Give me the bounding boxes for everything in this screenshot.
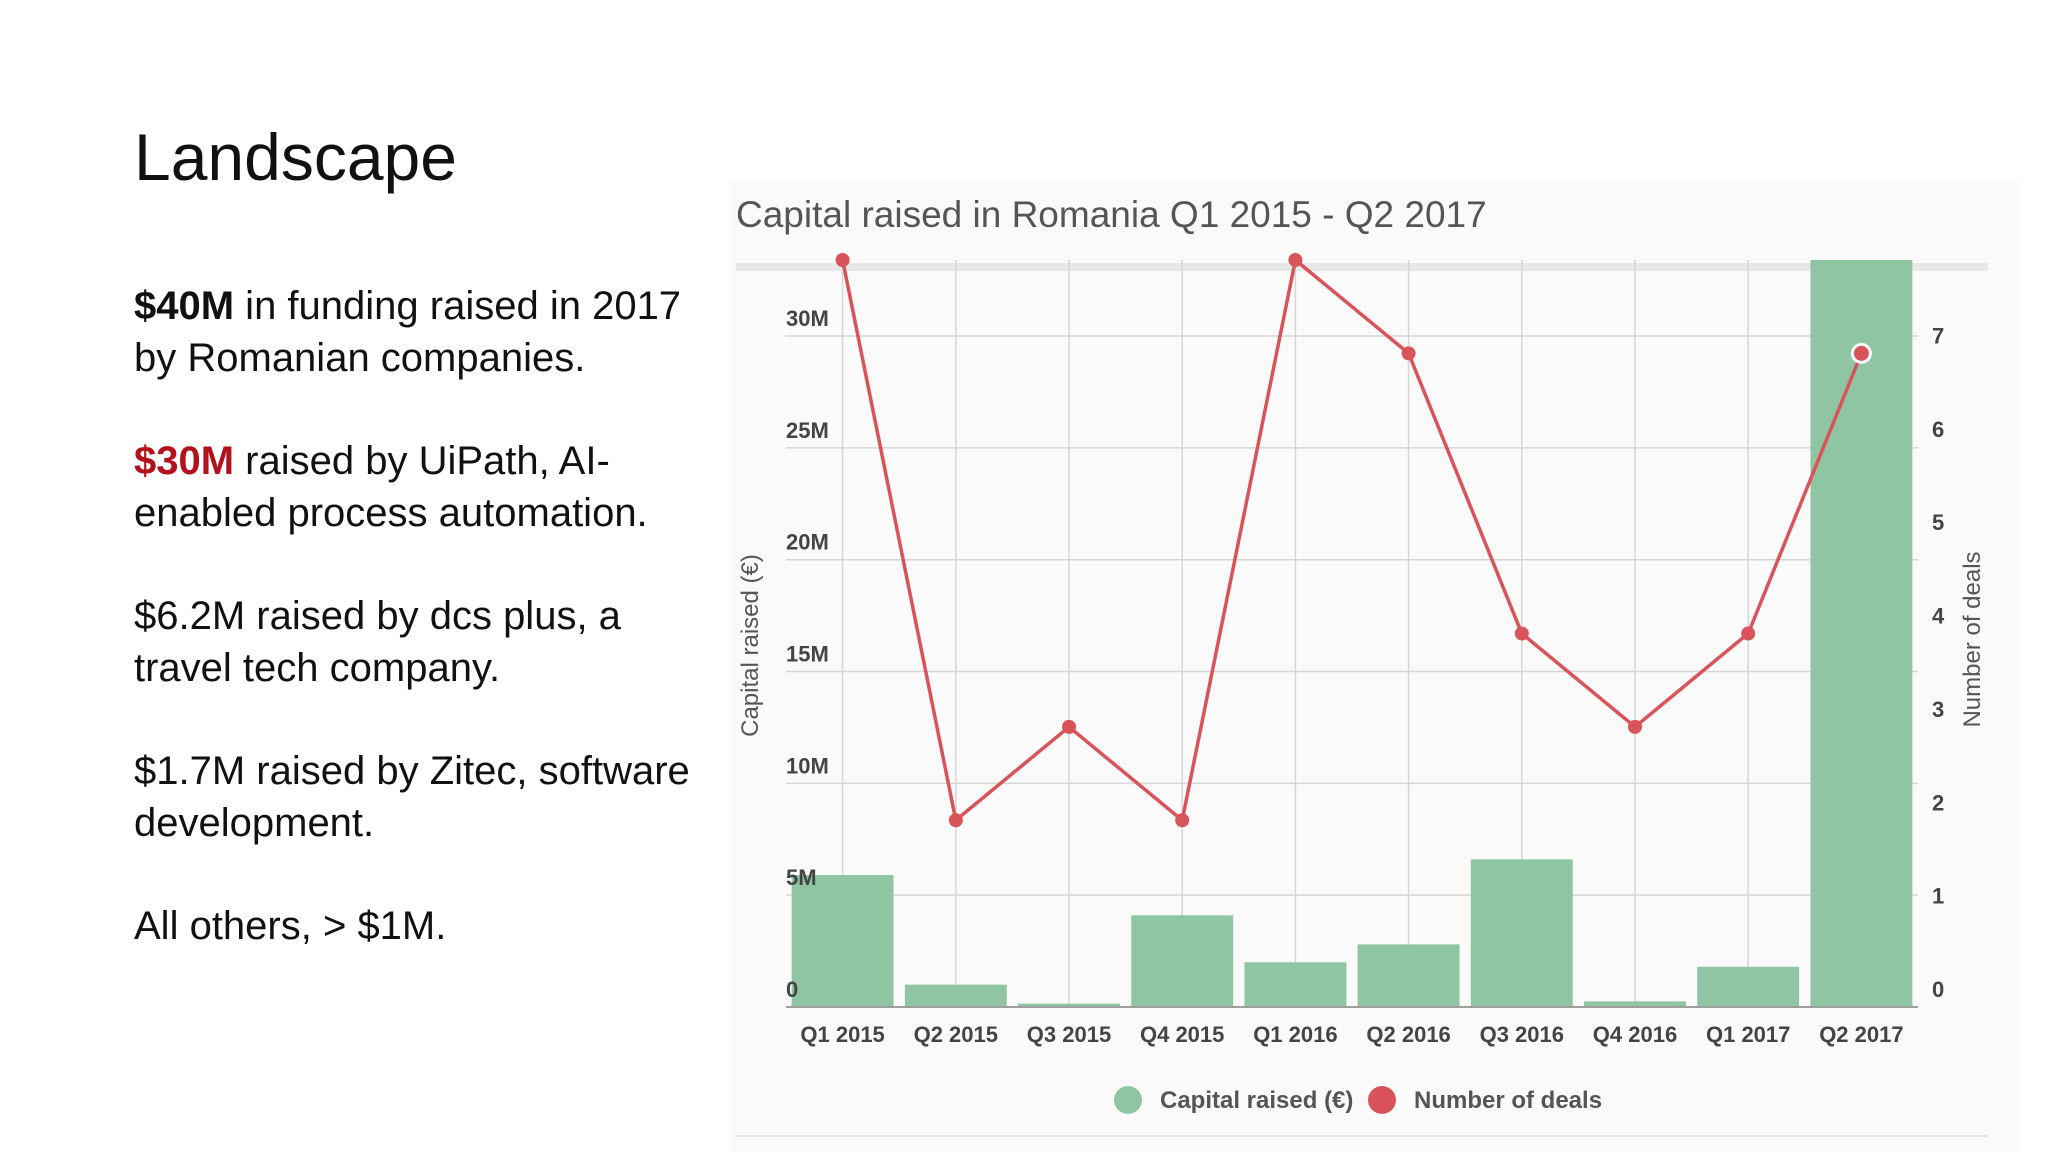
x-tick-label: Q2 2017 [1819, 1022, 1903, 1047]
deals-point [948, 813, 963, 828]
bar [904, 984, 1007, 1007]
slide-title: Landscape [134, 120, 457, 194]
y-tick-label: 5M [786, 865, 817, 890]
bar [1810, 260, 1913, 1007]
bullet-text: All others, > $1M. [134, 904, 447, 948]
bar [1131, 915, 1234, 1007]
x-tick-label: Q3 2015 [1027, 1022, 1111, 1047]
bar [1470, 859, 1573, 1007]
bar [1244, 962, 1347, 1007]
bullet-text: $1.7M raised by Zitec, software developm… [134, 749, 690, 845]
bullet-item: $1.7M raised by Zitec, software developm… [134, 745, 714, 849]
deals-point [835, 253, 850, 267]
bullet-item: $40M in funding raised in 2017 by Romani… [134, 280, 714, 384]
y-tick-label: 20M [786, 530, 829, 555]
y-tick-label: 0 [786, 977, 798, 1002]
legend-swatch-capital [1114, 1086, 1142, 1114]
deals-point [1288, 253, 1303, 267]
y-tick-label: 15M [786, 642, 829, 667]
y-tick-label: 30M [786, 306, 829, 331]
y-tick-label: 10M [786, 753, 829, 778]
bottom-divider [736, 1135, 1988, 1137]
y-tick-label: 25M [786, 418, 829, 443]
deals-point [1850, 342, 1872, 364]
x-tick-label: Q3 2016 [1480, 1022, 1564, 1047]
y2-tick-label: 3 [1932, 697, 1944, 722]
deals-point [1741, 626, 1756, 641]
bar [791, 875, 894, 1007]
combo-chart: 0 5M 10M 15M 20M 25M 30M 0 1 2 3 4 5 6 7 Q1 2015 Q2 2015… [737, 253, 1986, 1114]
chart-title: Capital raised in Romania Q1 2015 - Q2 2… [736, 194, 1487, 235]
deals-line [840, 256, 1864, 824]
chart-panel: Capital raised in Romania Q1 2015 - Q2 2… [730, 180, 2020, 1152]
bullet-text: in funding raised in 2017 by Romanian co… [134, 284, 682, 380]
x-tick-label: Q1 2015 [800, 1022, 884, 1047]
deals-point [1401, 346, 1416, 361]
axes: 0 5M 10M 15M 20M 25M 30M 0 1 2 3 4 5 6 7 Q1 2015 Q2 2015… [737, 306, 1986, 1047]
y2-tick-label: 5 [1932, 510, 1944, 535]
y2-tick-label: 4 [1932, 604, 1945, 629]
deals-point [1628, 719, 1642, 734]
legend-label-capital: Capital raised (€) [1160, 1087, 1353, 1114]
y2-axis-title: Number of deals [1959, 551, 1986, 727]
y2-tick-label: 0 [1932, 977, 1944, 1002]
bullet-list: $40M in funding raised in 2017 by Romani… [134, 280, 714, 1003]
y-axis-title: Capital raised (€) [737, 554, 764, 737]
x-tick-label: Q4 2015 [1140, 1022, 1224, 1047]
y2-tick-label: 2 [1932, 790, 1944, 815]
y2-tick-label: 6 [1932, 417, 1944, 442]
bullet-item: $30M raised by UiPath, AI-enabled proces… [134, 435, 714, 539]
title-divider [736, 263, 1988, 271]
x-tick-label: Q1 2016 [1253, 1022, 1337, 1047]
bar [1697, 966, 1800, 1007]
bullet-highlight: $30M [134, 439, 235, 483]
legend-label-deals: Number of deals [1414, 1087, 1602, 1114]
bar [1584, 1001, 1686, 1007]
legend: Capital raised (€) Number of deals [1114, 1086, 1602, 1114]
x-tick-label: Q1 2017 [1706, 1022, 1790, 1047]
deals-point [1062, 719, 1076, 734]
x-tick-label: Q2 2015 [914, 1022, 998, 1047]
bullet-text: $6.2M raised by dcs plus, a travel tech … [134, 594, 621, 690]
bullet-item: All others, > $1M. [134, 900, 714, 952]
bar [1357, 944, 1460, 1007]
deals-point [1514, 626, 1529, 641]
bar-series [791, 260, 1913, 1007]
legend-swatch-deals [1368, 1086, 1396, 1114]
x-tick-label: Q4 2016 [1593, 1022, 1677, 1047]
x-tick-label: Q2 2016 [1366, 1022, 1450, 1047]
bullet-highlight: $40M [134, 284, 235, 328]
bullet-item: $6.2M raised by dcs plus, a travel tech … [134, 590, 714, 694]
line-series [835, 253, 1872, 828]
y2-tick-label: 7 [1932, 323, 1944, 348]
bullet-text: raised by UiPath, AI-enabled process aut… [134, 439, 648, 535]
y2-tick-label: 1 [1932, 884, 1944, 909]
bar [1018, 1003, 1120, 1007]
deals-point [1175, 813, 1190, 828]
